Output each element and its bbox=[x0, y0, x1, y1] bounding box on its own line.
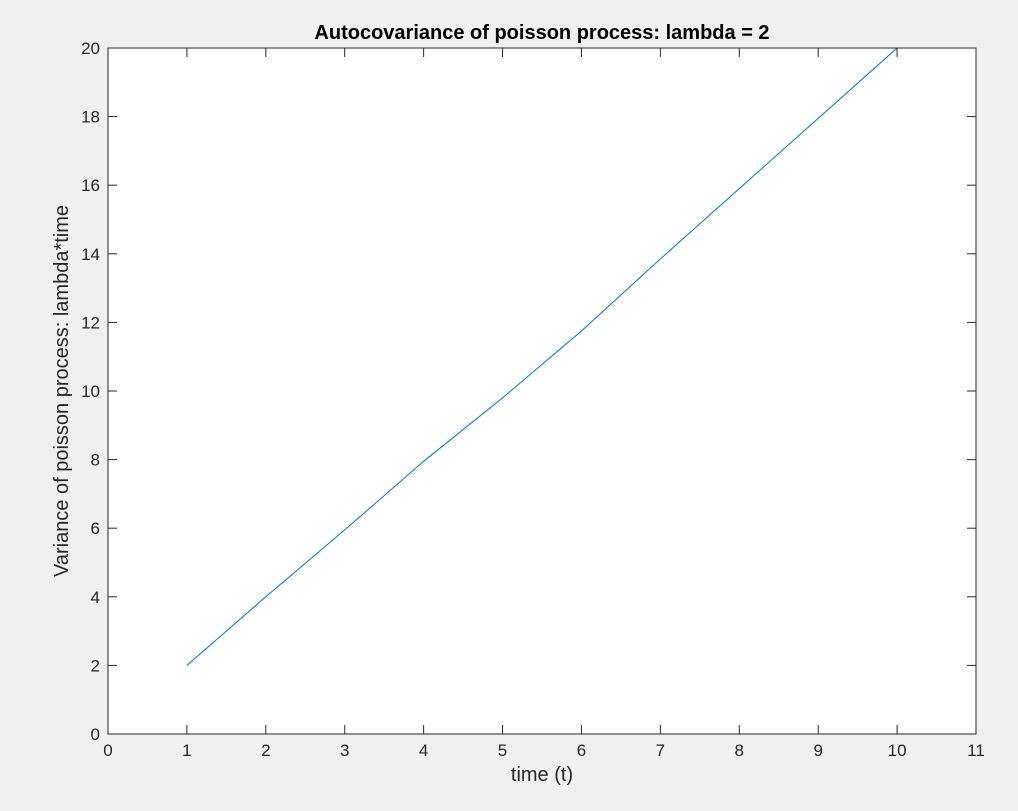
x-tick-label: 10 bbox=[888, 741, 907, 760]
x-tick-label: 4 bbox=[419, 741, 428, 760]
y-tick-label: 2 bbox=[91, 656, 100, 675]
y-tick-label: 4 bbox=[91, 588, 100, 607]
y-tick-label: 14 bbox=[81, 245, 100, 264]
y-tick-label: 10 bbox=[81, 382, 100, 401]
series-layer bbox=[186, 47, 898, 666]
x-tick-label: 5 bbox=[498, 741, 507, 760]
y-tick-label: 0 bbox=[91, 725, 100, 744]
x-tick-label: 3 bbox=[340, 741, 349, 760]
plot-area bbox=[108, 48, 976, 734]
x-tick-label: 7 bbox=[656, 741, 665, 760]
x-tick-label: 11 bbox=[967, 741, 985, 760]
x-tick-label: 2 bbox=[261, 741, 270, 760]
y-tick-label: 6 bbox=[91, 519, 100, 538]
x-tick-label: 0 bbox=[103, 741, 112, 760]
y-axis-label: Variance of poisson process: lambda*time bbox=[51, 205, 73, 577]
x-axis-label: time (t) bbox=[511, 764, 573, 786]
x-tick-label: 1 bbox=[182, 741, 191, 760]
y-tick-label: 8 bbox=[91, 451, 100, 470]
y-tick-label: 18 bbox=[81, 108, 100, 127]
y-tick-label: 20 bbox=[81, 39, 100, 58]
chart-title: Autocovariance of poisson process: lambd… bbox=[314, 22, 769, 44]
y-tick-label: 16 bbox=[81, 176, 100, 195]
y-tick-label: 12 bbox=[81, 313, 100, 332]
axes-box bbox=[107, 47, 977, 735]
x-tick-label: 6 bbox=[577, 741, 586, 760]
series-line bbox=[186, 47, 898, 666]
x-tick-label: 9 bbox=[813, 741, 822, 760]
x-tick-label: 8 bbox=[735, 741, 744, 760]
